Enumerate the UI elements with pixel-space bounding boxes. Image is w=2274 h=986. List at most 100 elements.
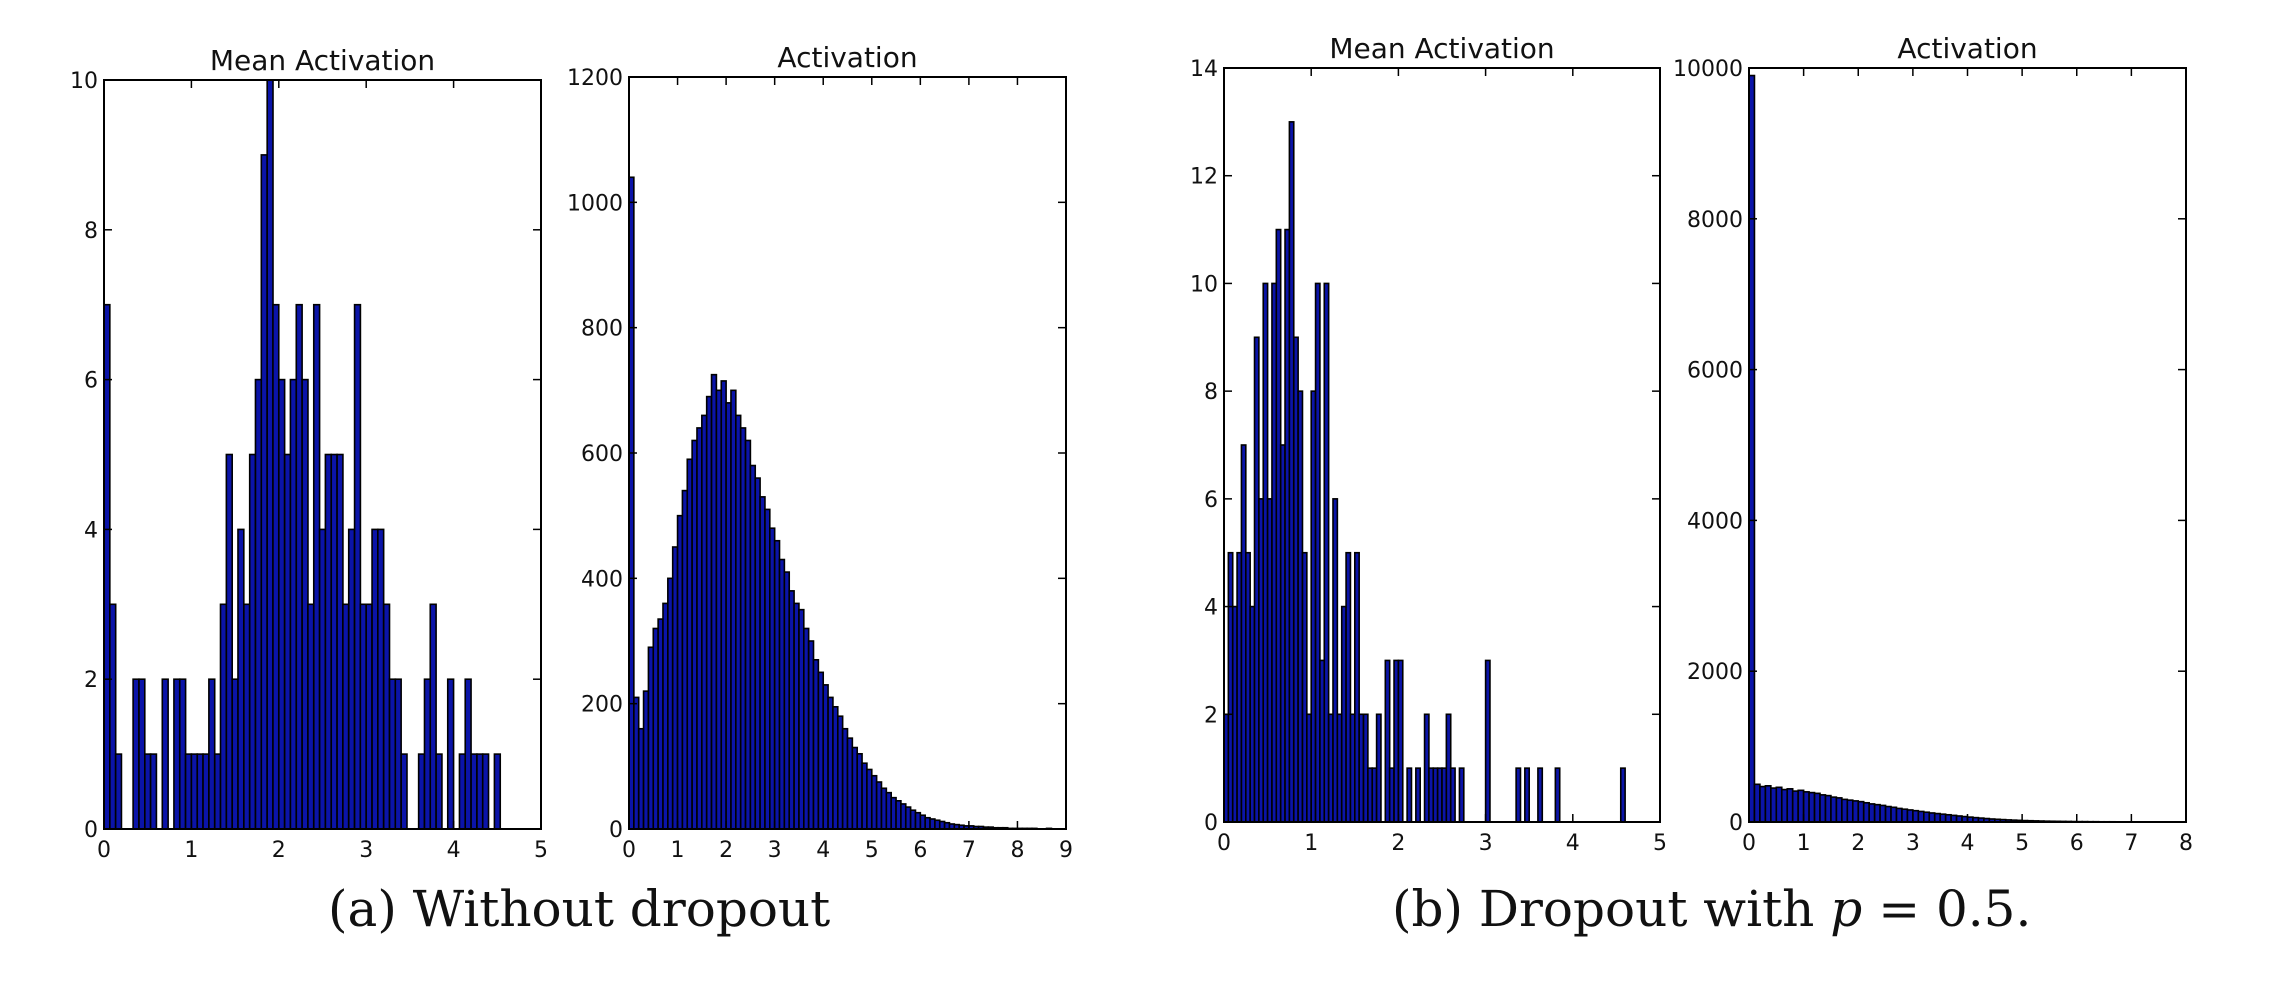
histogram-bar [476, 753, 484, 830]
bars [1223, 121, 1626, 823]
x-tick-label: 4 [1961, 831, 1975, 856]
histogram-bar [1764, 785, 1772, 823]
histogram-bar [1939, 813, 1947, 823]
y-tick-label: 0 [84, 818, 98, 843]
histogram-bar [435, 753, 443, 830]
histogram-bar [1797, 789, 1805, 823]
histogram-bar [149, 753, 158, 830]
plot-frame [1748, 67, 2187, 823]
histogram-bar [353, 303, 362, 830]
histogram-bar [283, 453, 292, 830]
chart-title: Mean Activation [210, 44, 435, 77]
histogram-bar [266, 79, 274, 830]
x-tick-label: 1 [1797, 831, 1811, 856]
x-tick-label: 7 [962, 838, 976, 863]
y-tick-label: 1000 [567, 191, 623, 216]
y-tick-label: 0 [1729, 811, 1743, 836]
y-tick-label: 10000 [1673, 57, 1743, 82]
histogram-bar [1537, 767, 1544, 823]
histogram-bar [1895, 807, 1903, 823]
histogram-bar [359, 603, 367, 830]
histogram-bar [1906, 809, 1914, 823]
histogram-bar [1753, 783, 1761, 823]
histogram-bar [1841, 798, 1849, 823]
x-tick-label: 8 [2179, 831, 2193, 856]
histogram-bar [1824, 794, 1832, 823]
x-tick-label: 2 [272, 838, 286, 863]
histogram-bar [1415, 767, 1421, 823]
x-tick-label: 0 [622, 838, 636, 863]
histogram-bar [301, 378, 309, 830]
caption-b-suffix: = 0.5. [1862, 880, 2032, 938]
histogram-bar [446, 678, 455, 830]
histogram-bar [1862, 801, 1870, 823]
histogram-bar [213, 753, 222, 830]
histogram-bar [342, 603, 350, 830]
histogram-bar [423, 678, 432, 830]
histogram-bar [1901, 808, 1909, 823]
histogram-bar [464, 678, 472, 830]
x-tick-label: 1 [1304, 831, 1318, 856]
y-tick-label: 2 [84, 668, 98, 693]
histogram-bar [1619, 767, 1626, 823]
x-tick-label: 5 [865, 838, 879, 863]
histogram-bar [1791, 790, 1799, 823]
x-tick-label: 4 [1566, 831, 1580, 856]
y-tick-label: 2 [1204, 703, 1218, 728]
histogram-bar [394, 678, 402, 830]
panel-a1: 0 1 2 3 4 5 0 2 4 6 8 10 Mean Activation [70, 44, 548, 863]
histogram-bar [493, 753, 502, 830]
histogram-bar [1808, 791, 1816, 823]
histogram-bar [400, 753, 408, 830]
x-tick-label: 2 [1851, 831, 1865, 856]
x-tick-label: 9 [1059, 838, 1073, 863]
histogram-bar [161, 678, 169, 830]
histogram-bar [429, 603, 437, 830]
x-tick-label: 3 [1906, 831, 1920, 856]
histogram-bar [1484, 659, 1491, 823]
histogram-bar [382, 603, 391, 830]
histogram-bar [237, 528, 245, 830]
x-tick-label: 5 [2015, 831, 2029, 856]
chart-title: Activation [777, 41, 917, 74]
histogram-bar [277, 378, 286, 830]
histogram-bar [417, 753, 426, 830]
histogram-bar [1375, 713, 1382, 823]
histogram-bar [1923, 811, 1931, 823]
histogram-bar [173, 678, 181, 830]
histogram-bar [243, 603, 251, 830]
histogram-bar [365, 603, 373, 830]
y-tick-label: 8 [84, 219, 98, 244]
chart-title: Activation [1897, 32, 2037, 65]
histogram-bar [458, 753, 467, 830]
histogram-bar [184, 753, 193, 830]
x-tick-label: 7 [2124, 831, 2138, 856]
histogram-bar [1873, 803, 1881, 823]
caption-b-prefix: (b) Dropout with [1392, 880, 1831, 938]
x-tick-label: 3 [1479, 831, 1493, 856]
y-tick-label: 6 [1204, 488, 1218, 513]
histogram-bar [1884, 805, 1892, 823]
histogram-bar [144, 753, 152, 830]
x-tick-label: 2 [1391, 831, 1405, 856]
histogram-bar [260, 154, 268, 830]
histogram-bar [1928, 812, 1936, 823]
x-tick-label: 6 [2070, 831, 2084, 856]
x-tick-label: 5 [1653, 831, 1667, 856]
bars [1748, 74, 2176, 823]
histogram-bar [138, 678, 146, 830]
y-tick-label: 14 [1190, 57, 1218, 82]
caption-a: (a) Without dropout [328, 880, 831, 938]
histogram-bar [388, 678, 397, 830]
histogram-bar [114, 753, 123, 830]
histogram-bar [1912, 809, 1920, 823]
x-tick-label: 1 [184, 838, 198, 863]
y-tick-label: 12 [1190, 165, 1218, 190]
plot-frame [1223, 67, 1661, 823]
histogram-bar [371, 528, 379, 830]
y-tick-label: 6 [84, 369, 98, 394]
histogram-bar [1770, 787, 1778, 823]
histogram-bar [312, 303, 321, 830]
y-tick-label: 8000 [1687, 208, 1743, 233]
